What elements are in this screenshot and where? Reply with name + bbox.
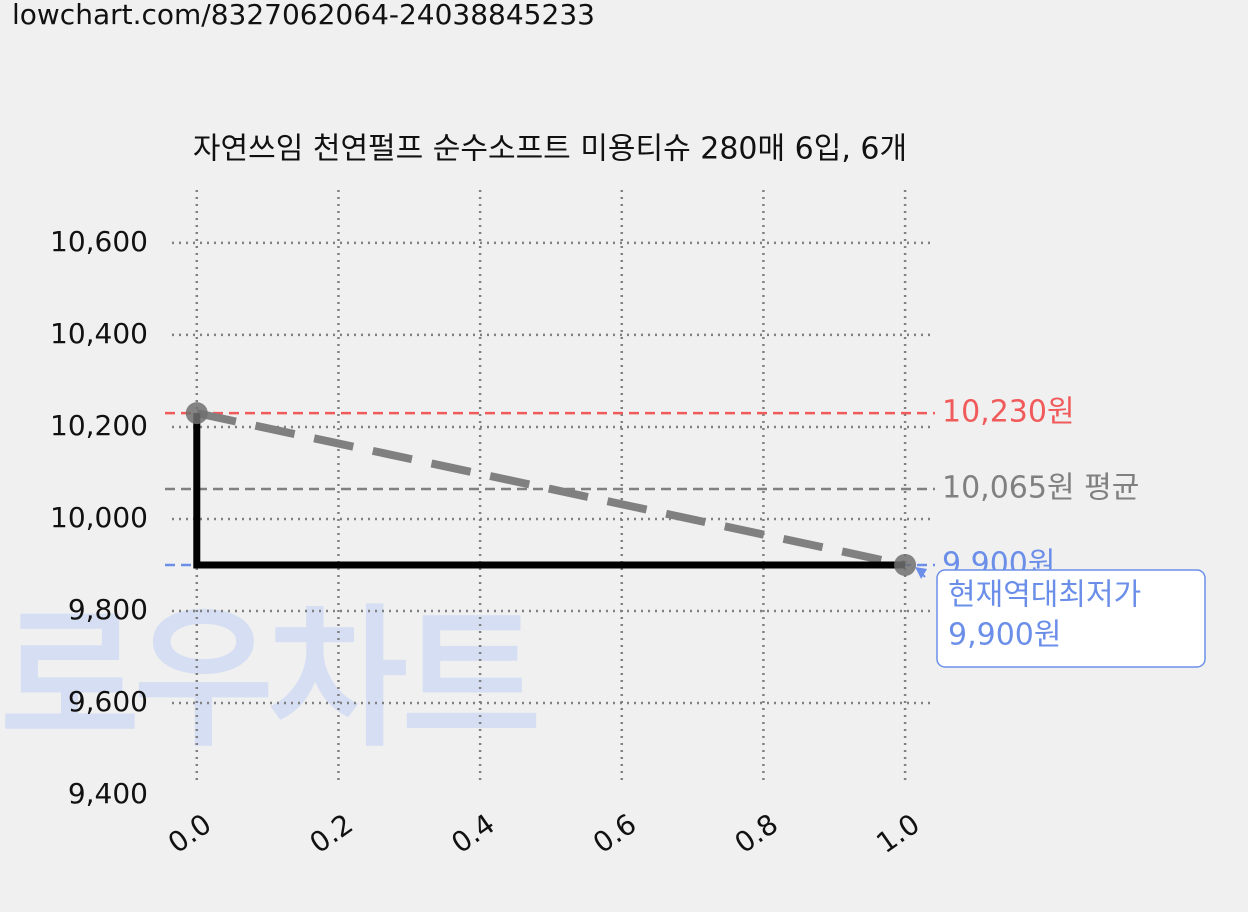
point <box>894 553 917 576</box>
annotation-text: 현재역대최저가 <box>948 578 1141 613</box>
point <box>185 402 208 425</box>
x-tick-label: 0.2 <box>304 807 359 860</box>
chart-title: 자연쓰임 천연펄프 순수소프트 미용티슈 280매 6입, 6개 <box>193 132 907 167</box>
reference-label: 10,065원 평균 <box>942 471 1139 506</box>
x-tick-label: 0.8 <box>729 807 784 860</box>
y-tick-label: 10,200 <box>50 409 148 442</box>
y-tick-label: 9,800 <box>68 593 148 626</box>
annotation-text: 9,900원 <box>948 618 1061 653</box>
x-tick-label: 0.6 <box>587 807 642 860</box>
x-tick-label: 0.4 <box>445 807 500 860</box>
y-tick-label: 9,600 <box>68 685 148 718</box>
y-tick-label: 10,000 <box>50 501 148 534</box>
x-tick-label: 1.0 <box>870 807 925 860</box>
annotation-box <box>936 569 1206 668</box>
url: lowchart.com/8327062064-24038845233 <box>12 0 595 31</box>
trend-line <box>195 409 906 569</box>
reference-label: 10,230원 <box>942 395 1075 430</box>
y-tick-label: 10,400 <box>50 317 148 350</box>
x-tick-label: 0.0 <box>162 807 217 860</box>
annotation-arrowhead <box>915 566 928 579</box>
step-line <box>193 413 906 569</box>
y-tick-label: 9,400 <box>68 777 148 810</box>
watermark: 로우차트 <box>0 591 537 768</box>
y-tick-label: 10,600 <box>50 225 148 258</box>
